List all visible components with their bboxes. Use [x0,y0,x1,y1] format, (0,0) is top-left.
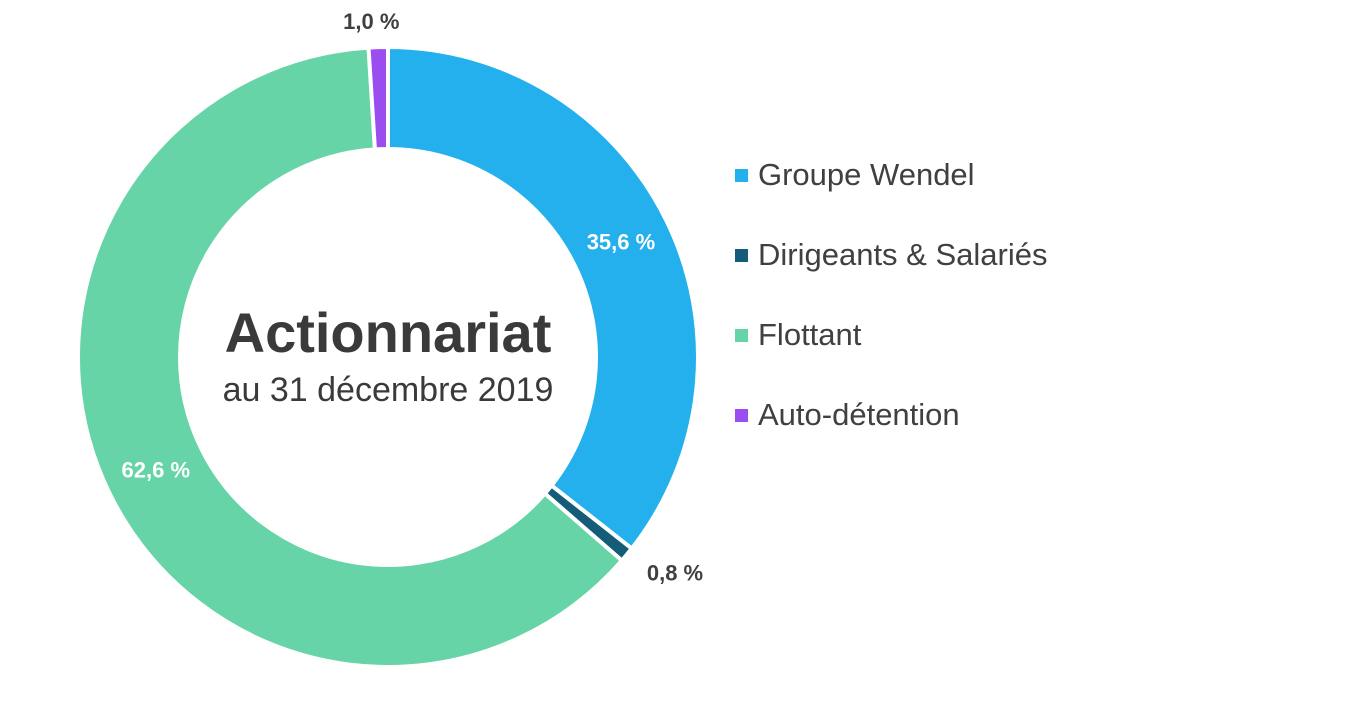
data-label-flottant: 62,6 % [122,457,191,482]
legend-swatch [735,168,748,182]
legend-item-auto-detention: Auto-détention [735,395,1295,435]
data-label-dirigeants-salaries: 0,8 % [647,560,703,585]
legend-item-flottant: Flottant [735,315,1295,355]
chart-title: Actionnariat [225,301,552,364]
legend-item-dirigeants-salaries: Dirigeants & Salariés [735,235,1295,275]
legend-swatch [735,248,748,262]
chart-subtitle: au 31 décembre 2019 [223,371,554,409]
data-labels: 35,6 % 0,8 % 62,6 % 1,0 % [122,9,704,585]
legend-label: Dirigeants & Salariés [758,237,1048,272]
legend-swatch [735,328,748,342]
legend-item-groupe-wendel: Groupe Wendel [735,155,1295,195]
legend-label: Auto-détention [758,397,960,432]
legend: Groupe Wendel Dirigeants & Salariés Flot… [735,155,1295,475]
legend-label: Groupe Wendel [758,157,975,192]
slice-groupe-wendel [386,44,700,552]
legend-label: Flottant [758,317,862,352]
data-label-groupe-wendel: 35,6 % [587,230,656,255]
slice-auto-detention [366,44,390,152]
slice-flottant [76,45,625,669]
donut-slices [76,44,700,669]
legend-swatch [735,408,748,422]
data-label-auto-detention: 1,0 % [343,9,399,34]
